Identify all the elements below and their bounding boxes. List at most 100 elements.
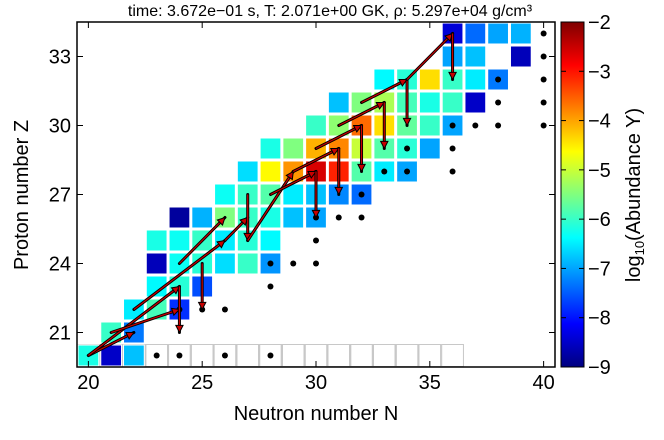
flow-arrow (337, 101, 386, 127)
flow-arrow (448, 32, 458, 81)
stable-isotope-dot (267, 352, 274, 359)
stable-isotope-dot (540, 99, 547, 106)
stable-isotope-dot (176, 352, 183, 359)
stable-isotope-dot (381, 168, 388, 175)
abundance-cell (214, 183, 236, 206)
colorbar-tick-label: −6 (588, 209, 611, 231)
stable-isotope-dot (449, 122, 456, 129)
colorbar-tick-label: −4 (588, 111, 611, 133)
abundance-cell (464, 68, 487, 91)
flow-arrow (109, 307, 181, 334)
chart-title: time: 3.672e−01 s, T: 2.071e+00 GK, ρ: 5… (128, 3, 533, 20)
stable-isotope-dot (495, 99, 502, 106)
colorbar-tick-label: −7 (588, 258, 611, 280)
flow-arrow (334, 147, 344, 196)
stable-isotope-dot (313, 237, 319, 244)
abundance-cell (145, 275, 168, 298)
colorbar-tick-label: −3 (588, 61, 611, 83)
abundance-cell (464, 22, 487, 45)
stable-isotope-dot (540, 76, 547, 83)
stable-isotope-dot (540, 30, 547, 37)
abundance-cell (327, 91, 350, 114)
abundance-cell (418, 137, 441, 160)
flow-arrow (311, 170, 321, 219)
abundance-cell (168, 206, 191, 229)
abundance-cell (418, 68, 441, 91)
flow-arrow (405, 32, 455, 81)
abundance-cell (441, 91, 464, 114)
flow-arrow (314, 124, 364, 150)
y-tick-label: 33 (49, 47, 71, 69)
y-tick-label: 30 (49, 116, 71, 138)
abundance-cell (214, 252, 236, 275)
abundance-cell (259, 160, 282, 183)
flow-arrow (86, 285, 181, 357)
flow-arrow (86, 331, 136, 357)
abundance-cell (236, 160, 259, 183)
stable-isotope-dot (540, 53, 547, 60)
stable-isotope-dot (313, 260, 319, 267)
stable-isotope-dot (449, 168, 456, 175)
colorbar-ticks: −2 −3 −4 −5 −6 −7 −8 −9 (561, 12, 611, 379)
y-tick-label: 21 (49, 323, 71, 345)
stable-isotope-dot (358, 191, 365, 198)
abundance-cell (464, 45, 487, 68)
colorbar-label: log10(Abundance Y) (623, 108, 647, 282)
abundance-cell (123, 344, 145, 367)
y-tick-label: 24 (49, 254, 71, 276)
flow-arrow (177, 216, 227, 265)
flow-arrow (360, 78, 409, 104)
y-axis-label: Proton number Z (11, 120, 33, 270)
abundance-cell (418, 91, 441, 114)
stable-isotope-dot (358, 214, 365, 221)
stable-isotope-dot (221, 306, 228, 313)
colorbar-tick-label: −9 (588, 357, 611, 379)
abundance-cell (168, 229, 191, 252)
flow-arrow (357, 124, 366, 173)
stable-isotope-dot (267, 260, 274, 267)
x-tick-label: 35 (419, 372, 441, 394)
y-tick-label: 27 (49, 185, 71, 207)
abundance-cell (145, 229, 168, 252)
abundance-cell (259, 229, 282, 252)
x-axis-label: Neutron number N (234, 403, 399, 425)
stable-isotope-dot (267, 283, 274, 290)
stable-isotope-dot (335, 214, 342, 221)
stable-isotope-dot (540, 122, 547, 129)
flow-arrow (246, 170, 295, 242)
abundance-cell (464, 91, 487, 114)
x-axis-ticks: 20 25 30 35 40 (77, 22, 555, 394)
flow-arrow (402, 78, 412, 127)
abundance-cell (236, 252, 259, 275)
flow-arrow (291, 147, 341, 173)
abundance-cell (191, 206, 214, 229)
abundance-cell (509, 22, 532, 45)
stable-isotope-dot (404, 145, 411, 152)
colorbar-tick-label: −2 (588, 12, 611, 34)
colorbar-tick-label: −8 (588, 308, 611, 330)
stable-isotope-dot (290, 260, 297, 267)
x-tick-label: 40 (532, 372, 554, 394)
abundance-cell (282, 137, 305, 160)
abundance-cell (509, 45, 532, 68)
colorbar (560, 21, 585, 368)
stable-isotope-dot (153, 352, 160, 359)
reaction-flow-arrows (86, 32, 458, 357)
x-tick-label: 30 (305, 372, 327, 394)
flow-arrow (379, 101, 389, 150)
flow-arrow (268, 170, 318, 196)
x-tick-label: 25 (191, 372, 213, 394)
stable-isotope-dot (495, 122, 502, 129)
abundance-cell (282, 206, 305, 229)
abundance-cell (145, 252, 168, 275)
colorbar-tick-label: −5 (588, 160, 611, 182)
flow-arrow (197, 262, 207, 311)
stable-isotope-dot (495, 76, 502, 83)
flow-arrow (132, 239, 227, 311)
stable-isotope-dot (221, 352, 228, 359)
flow-arrow (174, 285, 184, 334)
abundance-cell (305, 114, 327, 137)
abundance-cell (487, 22, 509, 45)
y-axis-ticks: 21 24 27 30 33 (49, 47, 555, 345)
